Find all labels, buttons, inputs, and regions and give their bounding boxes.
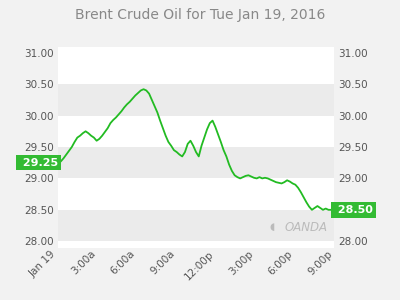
Bar (58, 210, 334, 241)
Text: 28.50: 28.50 (334, 205, 373, 215)
Text: 29.25: 29.25 (19, 158, 58, 168)
Text: ◖: ◖ (269, 222, 274, 233)
Text: OANDA: OANDA (284, 221, 327, 234)
Bar (58, 84, 334, 116)
Text: Brent Crude Oil for Tue Jan 19, 2016: Brent Crude Oil for Tue Jan 19, 2016 (75, 8, 325, 22)
Bar (58, 147, 334, 178)
